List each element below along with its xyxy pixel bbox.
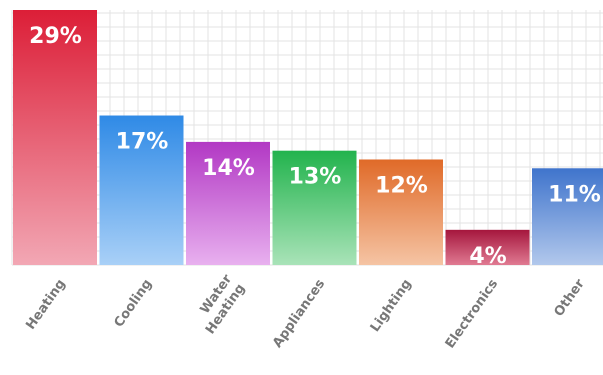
category-label: Appliances [270,276,328,350]
value-label: 11% [548,182,601,207]
value-label: 13% [289,165,342,190]
category-label: Heating [23,277,68,333]
value-label: 12% [375,173,428,198]
category-label: Other [552,276,589,319]
value-label: 17% [116,130,169,155]
value-labels-layer: 29% 17% 14% 13% 12% 4% 11% [29,24,601,269]
category-label: Electronics [443,276,502,351]
value-label: 14% [202,156,255,181]
bar-appliances [272,150,357,265]
bars-layer [13,10,603,265]
value-label: 4% [469,244,506,269]
bar-water-heating [186,141,270,265]
bar-cooling [99,115,184,265]
category-label: Cooling [112,277,156,331]
category-label: Lighting [368,277,415,335]
category-labels-layer: Heating Cooling WaterHeating Appliances Ligh… [23,272,588,352]
bar-heating [13,10,97,265]
bar-lighting [359,159,443,265]
value-label: 29% [29,24,82,49]
bar-other [532,168,603,265]
category-label: WaterHeating [190,272,249,338]
bar-electronics [445,229,530,265]
